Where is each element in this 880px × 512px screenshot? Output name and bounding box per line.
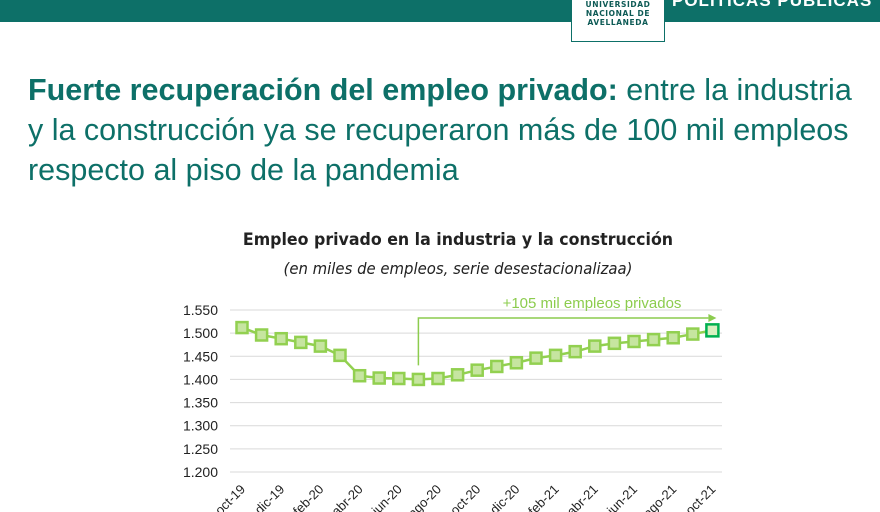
y-tick-label: 1.300 [183,418,218,434]
annotation-label: +105 mil empleos privados [503,295,682,312]
logo-line-3: AVELLANEDA [587,18,649,27]
x-tick-label: abr-21 [564,482,601,512]
x-tick-label: jun-21 [603,482,640,512]
y-tick-label: 1.500 [183,325,218,341]
y-tick-label: 1.450 [183,348,218,364]
headline-bold: Fuerte recuperación del empleo privado: [28,73,618,107]
x-tick-label: oct-19 [212,482,248,512]
data-point [411,372,426,387]
data-point [686,327,700,341]
x-tick-label: jun-20 [368,482,405,512]
headline: Fuerte recuperación del empleo privado: … [28,70,868,190]
annotation-arrowhead [708,314,717,322]
x-tick-label: ago-21 [640,482,679,512]
x-tick-label: dic-20 [487,482,523,512]
x-tick-label: abr-20 [329,482,366,512]
y-tick-label: 1.400 [183,371,218,387]
data-point [372,371,386,385]
chart-subtitle: (en miles de empleos, serie desestaciona… [283,259,633,278]
x-tick-label: feb-21 [525,482,562,512]
data-point [254,328,269,342]
headline-rest: entre la industria y la construcción ya … [28,73,852,187]
data-point [470,363,484,377]
data-point [352,368,367,383]
data-point [392,371,406,386]
data-point [509,356,524,370]
data-point [333,348,347,363]
x-tick-label: feb-20 [290,482,327,512]
data-point [568,344,582,359]
gridlines [230,309,722,473]
data-point [274,331,288,346]
annotation: +105 mil empleos privados [417,295,717,366]
x-tick-label: oct-21 [682,482,718,512]
x-tick-label: ago-20 [405,482,444,512]
data-point [431,371,445,386]
x-axis-ticks: oct-19 dic-19 feb-20 abr-20 jun-20 ago-20 oct-… [212,482,719,512]
data-point [607,336,622,351]
data-point [666,331,680,345]
data-point [235,320,249,335]
data-point [627,334,641,349]
y-axis-ticks: 1.200 1.250 1.300 1.350 1.400 1.450 1.500 1.550 [183,302,218,480]
x-tick-label: dic-19 [252,482,288,512]
data-point [450,368,465,382]
data-point [548,348,563,363]
data-point [313,339,328,353]
x-tick-label: oct-20 [447,482,483,512]
y-tick-label: 1.200 [183,464,218,480]
data-point [588,339,602,353]
y-tick-label: 1.550 [183,302,218,318]
series [235,320,720,387]
section-label: POLÍTICAS PÚBLICAS [672,0,873,10]
y-tick-label: 1.250 [183,441,218,457]
data-point [490,359,504,374]
chart-title: Empleo privado en la industria y la cons… [242,230,674,250]
logo-line-2: NACIONAL DE [585,9,651,18]
data-point [294,335,308,350]
data-point [529,351,543,365]
annotation-arrow-line [417,317,709,366]
data-point [705,323,720,338]
logo-line-1: UNIVERSIDAD [585,0,651,9]
university-logo: UNIVERSIDAD NACIONAL DE AVELLANEDA [571,0,665,42]
data-point [646,332,661,347]
y-tick-label: 1.350 [183,395,218,411]
